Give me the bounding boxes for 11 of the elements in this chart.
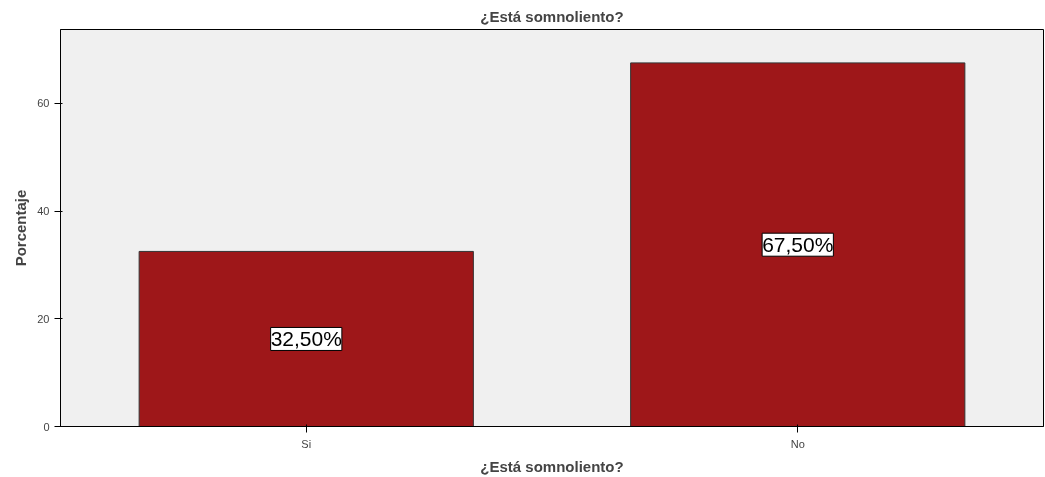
x-tick-label: No: [790, 437, 805, 450]
y-axis-title: Porcentaje: [12, 189, 30, 267]
x-tick-label: Si: [301, 437, 312, 450]
data-label: 32,50%: [270, 327, 342, 351]
x-axis-title: ¿Está somnoliento?: [480, 457, 624, 475]
y-tick-label: 40: [37, 205, 50, 218]
data-label: 67,50%: [762, 233, 834, 257]
y-tick-label: 60: [37, 97, 50, 110]
chart-title: ¿Está somnoliento?: [480, 7, 624, 25]
y-tick-label: 0: [43, 420, 50, 433]
y-tick-label: 20: [37, 312, 50, 325]
